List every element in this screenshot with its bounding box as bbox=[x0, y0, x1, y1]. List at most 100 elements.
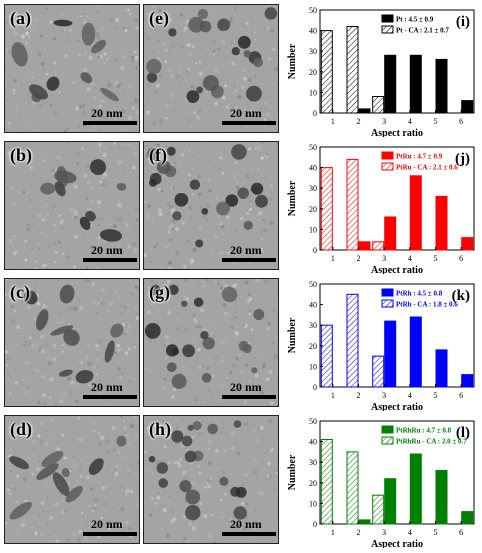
y-axis-label: Number bbox=[287, 317, 298, 353]
y-tick-label: 40 bbox=[309, 301, 317, 310]
y-tick-label: 20 bbox=[309, 68, 317, 77]
panel-label: (c) bbox=[10, 282, 30, 303]
scale-bar-label: 20 nm bbox=[230, 243, 262, 258]
y-tick-label: 50 bbox=[309, 280, 317, 289]
x-tick-label: 5 bbox=[434, 117, 438, 126]
y-tick-label: 30 bbox=[309, 184, 317, 193]
bar-hatched bbox=[321, 440, 332, 525]
panel-label: (f) bbox=[149, 145, 167, 166]
scale-bar-label: 20 nm bbox=[230, 380, 262, 395]
panel-label: (g) bbox=[149, 282, 170, 303]
x-axis-label: Aspect ratio bbox=[371, 128, 423, 137]
tem-panel: (g) 20 nm bbox=[143, 278, 279, 407]
legend-swatch bbox=[382, 163, 393, 170]
x-tick-label: 3 bbox=[382, 391, 386, 400]
bar-solid bbox=[436, 350, 447, 387]
scale-bar bbox=[222, 395, 276, 399]
y-tick-label: 10 bbox=[309, 362, 317, 371]
x-tick-label: 2 bbox=[357, 117, 361, 126]
y-axis-label: Number bbox=[287, 43, 298, 79]
panel-label: (a) bbox=[10, 8, 31, 29]
plot-frame bbox=[320, 147, 474, 250]
legend-label: PtRh : 4.5 ± 0.8 bbox=[396, 290, 443, 298]
bar-hatched bbox=[373, 242, 384, 250]
plot-frame bbox=[320, 10, 474, 113]
bar-solid bbox=[436, 470, 447, 524]
bar-solid bbox=[385, 479, 396, 524]
bar-solid bbox=[385, 321, 396, 387]
scale-bar-label: 20 nm bbox=[230, 517, 262, 532]
bar-solid bbox=[359, 109, 370, 113]
scale-bar-label: 20 nm bbox=[91, 517, 123, 532]
panel-label: (d) bbox=[10, 419, 32, 440]
tem-panel: (c)20 nm bbox=[4, 278, 140, 407]
y-tick-label: 50 bbox=[309, 143, 317, 152]
scale-bar bbox=[83, 395, 137, 399]
scale-bar bbox=[222, 258, 276, 262]
bar-solid bbox=[410, 454, 421, 524]
scale-bar bbox=[83, 258, 137, 262]
plot-frame bbox=[320, 421, 474, 524]
bar-hatched bbox=[347, 452, 358, 524]
bar-solid bbox=[462, 101, 473, 113]
x-tick-label: 4 bbox=[408, 528, 412, 537]
y-tick-label: 40 bbox=[309, 164, 317, 173]
legend-swatch bbox=[382, 426, 393, 433]
tem-panel: (b)20 nm bbox=[4, 141, 140, 270]
y-tick-label: 20 bbox=[309, 342, 317, 351]
x-tick-label: 5 bbox=[434, 528, 438, 537]
bar-hatched bbox=[373, 356, 384, 387]
y-tick-label: 30 bbox=[309, 458, 317, 467]
y-tick-label: 0 bbox=[313, 246, 317, 255]
x-tick-label: 1 bbox=[331, 117, 335, 126]
y-tick-label: 20 bbox=[309, 479, 317, 488]
x-tick-label: 5 bbox=[434, 391, 438, 400]
legend-label: PtRhRu : 4.7 ± 0.8 bbox=[396, 427, 452, 435]
x-tick-label: 2 bbox=[357, 254, 361, 263]
bar-solid bbox=[385, 217, 396, 250]
x-tick-label: 1 bbox=[331, 391, 335, 400]
legend-label: Pt - CA : 2.1 ± 0.7 bbox=[396, 27, 449, 35]
legend-swatch bbox=[382, 152, 393, 159]
y-axis-label: Number bbox=[287, 180, 298, 216]
bar-hatched bbox=[373, 495, 384, 524]
x-tick-label: 4 bbox=[408, 117, 412, 126]
bar-solid bbox=[410, 55, 421, 113]
legend-label: PtRu : 4.7 ± 0.9 bbox=[396, 153, 443, 161]
x-tick-label: 2 bbox=[357, 391, 361, 400]
y-tick-label: 0 bbox=[313, 109, 317, 118]
x-tick-label: 1 bbox=[331, 254, 335, 263]
x-tick-label: 5 bbox=[434, 254, 438, 263]
tem-panel: (d) 20 nm bbox=[4, 415, 140, 544]
scale-bar bbox=[222, 532, 276, 536]
bar-hatched bbox=[321, 325, 332, 387]
x-axis-label: Aspect ratio bbox=[371, 539, 423, 548]
bar-solid bbox=[359, 242, 370, 250]
tem-panel: (a)20 nm bbox=[4, 4, 140, 133]
x-axis-label: Aspect ratio bbox=[371, 265, 423, 274]
legend-swatch bbox=[382, 300, 393, 307]
x-tick-label: 4 bbox=[408, 254, 412, 263]
legend-label: PtRu - CA : 2.1 ± 0.6 bbox=[396, 164, 458, 172]
legend-swatch bbox=[382, 15, 393, 22]
tem-panel: (h) 20 nm bbox=[143, 415, 279, 544]
x-tick-label: 6 bbox=[459, 528, 463, 537]
panel-label: (h) bbox=[149, 419, 171, 440]
bar-solid bbox=[462, 375, 473, 387]
legend-swatch bbox=[382, 289, 393, 296]
x-tick-label: 1 bbox=[331, 528, 335, 537]
x-tick-label: 4 bbox=[408, 391, 412, 400]
y-tick-label: 30 bbox=[309, 47, 317, 56]
scale-bar bbox=[222, 121, 276, 125]
x-tick-label: 6 bbox=[459, 254, 463, 263]
bar-solid bbox=[359, 520, 370, 524]
x-tick-label: 6 bbox=[459, 117, 463, 126]
panel-label: (b) bbox=[10, 145, 32, 166]
y-tick-label: 20 bbox=[309, 205, 317, 214]
y-tick-label: 50 bbox=[309, 417, 317, 426]
